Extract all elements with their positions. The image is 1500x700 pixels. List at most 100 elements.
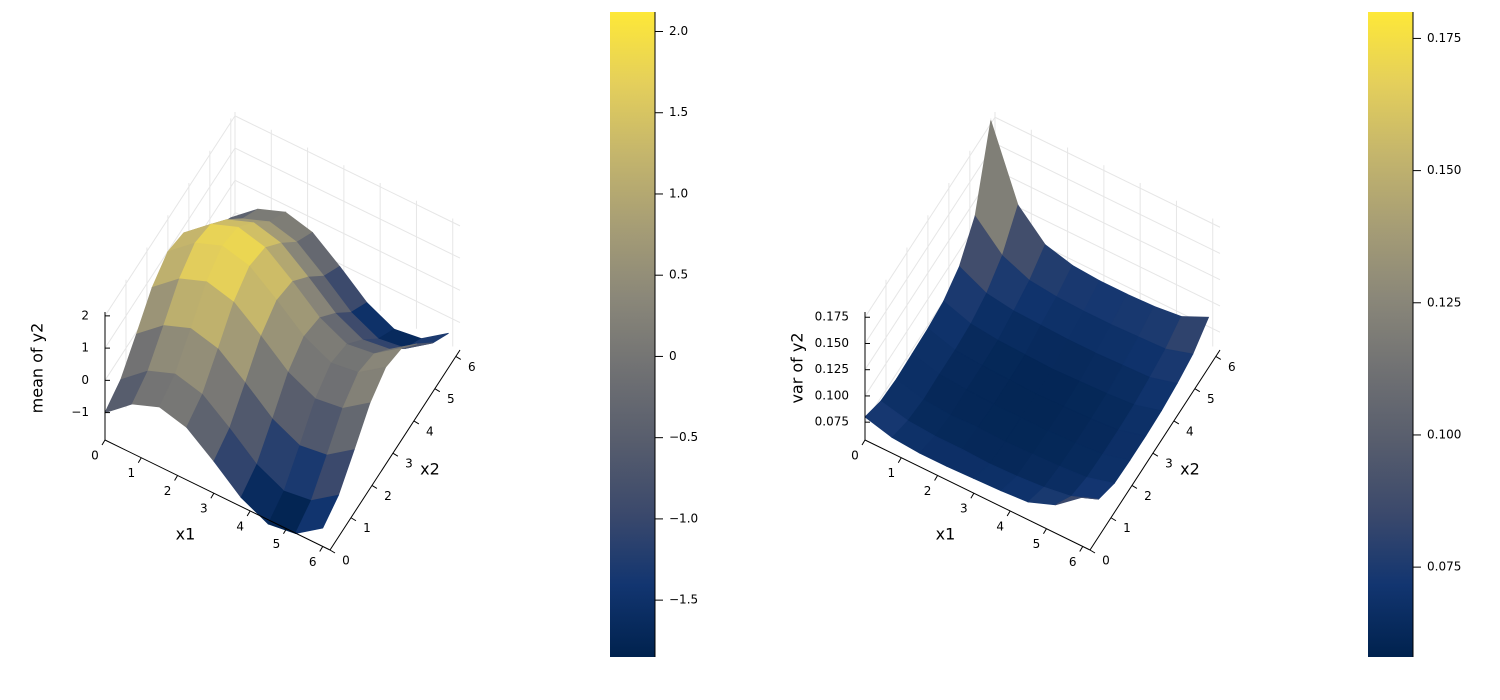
- grid-line: [994, 169, 1221, 281]
- z-tick-label: 0: [81, 373, 89, 387]
- y-tick-label: 6: [468, 360, 476, 374]
- y-tick: [1110, 517, 1117, 522]
- x-tick-label: 5: [273, 537, 281, 551]
- colorbar-tick-label: 2.0: [669, 24, 688, 38]
- y-tick: [392, 452, 399, 457]
- z-tick-label: −1: [71, 405, 89, 419]
- grid-line: [234, 115, 461, 227]
- x-tick-label: 1: [887, 466, 895, 480]
- y-tick: [1194, 388, 1201, 393]
- colorbar-tick-label: 1.0: [669, 186, 688, 200]
- y-tick-label: 4: [426, 424, 434, 438]
- x-axis-title: x1: [176, 525, 196, 544]
- y-axis: [1089, 349, 1221, 551]
- x-tick: [1006, 510, 1011, 517]
- y-tick: [1131, 485, 1138, 489]
- colorbar-tick-label: 0.150: [1427, 163, 1461, 177]
- y-tick-label: 1: [1123, 521, 1131, 535]
- x-tick-label: 0: [91, 449, 99, 463]
- x-tick-label: 1: [127, 466, 135, 480]
- y-tick: [1152, 452, 1159, 457]
- x-tick: [861, 439, 866, 446]
- x-tick-label: 2: [164, 484, 172, 498]
- x-tick: [934, 475, 939, 481]
- surface-cell: [1055, 495, 1099, 506]
- x-tick: [246, 510, 251, 517]
- x-tick-label: 6: [309, 555, 317, 569]
- y-axis-title: x2: [420, 460, 440, 479]
- colorbar-tick-label: 1.5: [669, 105, 688, 119]
- colorbar-tick-label: −1.0: [669, 511, 698, 525]
- y-tick-label: 0: [1102, 554, 1110, 568]
- x-axis: [864, 439, 1091, 551]
- x-tick: [137, 457, 142, 463]
- colorbar-tick-label: 0.100: [1427, 427, 1461, 441]
- y-axis-title: x2: [1180, 460, 1200, 479]
- x-tick-label: 4: [996, 519, 1004, 533]
- colorbar-tick-label: 0.5: [669, 268, 688, 282]
- y-tick-label: 3: [1165, 457, 1173, 471]
- z-tick-label: 2: [81, 308, 89, 322]
- z-axis-title: var of y2: [788, 332, 807, 403]
- colorbar-tick-label: 0.175: [1427, 31, 1461, 45]
- y-tick-label: 0: [342, 554, 350, 568]
- y-tick-label: 3: [405, 457, 413, 471]
- x-tick-label: 5: [1033, 537, 1041, 551]
- y-tick-label: 5: [1207, 392, 1215, 406]
- surface-cell: [294, 494, 340, 535]
- y-tick: [413, 420, 420, 425]
- colorbar: [610, 12, 655, 657]
- y-tick-label: 2: [1144, 489, 1152, 503]
- z-tick-label: 0.175: [815, 310, 849, 324]
- x-tick: [283, 528, 287, 534]
- grid-line: [994, 143, 1221, 254]
- y-tick: [329, 549, 336, 554]
- colorbar-tick-label: 0.075: [1427, 560, 1461, 574]
- colorbar-tick-label: −1.5: [669, 593, 698, 607]
- grid-line: [994, 195, 1221, 307]
- z-tick-label: 1: [81, 341, 89, 355]
- x-tick-label: 3: [200, 502, 208, 516]
- y-tick: [371, 485, 378, 489]
- y-tick: [350, 517, 357, 522]
- z-tick-label: 0.125: [815, 362, 849, 376]
- grid-line: [994, 116, 1221, 228]
- x-tick: [1079, 546, 1084, 552]
- x-axis-title: x1: [936, 525, 956, 544]
- x-tick: [101, 439, 106, 446]
- x-tick-label: 4: [236, 519, 244, 533]
- grid-line: [864, 143, 996, 344]
- z-axis-title: mean of y2: [28, 323, 47, 414]
- z-tick-label: 0.100: [815, 388, 849, 402]
- z-tick-label: 0.075: [815, 415, 849, 429]
- x-tick: [319, 546, 324, 552]
- y-tick-label: 1: [363, 521, 371, 535]
- grid-line: [104, 147, 236, 349]
- x-tick: [174, 475, 179, 481]
- grid-line: [864, 169, 996, 370]
- y-tick: [1089, 549, 1096, 554]
- x-tick-label: 3: [960, 502, 968, 516]
- colorbar-tick-label: 0.125: [1427, 295, 1461, 309]
- x-tick: [210, 492, 215, 499]
- grid-line: [234, 179, 461, 291]
- x-tick-label: 0: [851, 449, 859, 463]
- colorbar-tick-label: −0.5: [669, 430, 698, 444]
- x-tick: [970, 492, 975, 499]
- y-tick: [1173, 420, 1180, 425]
- colorbar: [1368, 12, 1413, 657]
- grid-line: [864, 116, 996, 318]
- y-tick: [455, 356, 462, 360]
- y-tick-label: 2: [384, 489, 392, 503]
- x-axis: [104, 439, 331, 551]
- x-tick: [1043, 528, 1047, 534]
- x-tick-label: 6: [1069, 555, 1077, 569]
- y-tick-label: 6: [1228, 360, 1236, 374]
- grid-line: [234, 147, 461, 259]
- y-tick-label: 5: [447, 392, 455, 406]
- y-tick: [434, 388, 441, 393]
- x-tick-label: 2: [924, 484, 932, 498]
- grid-line: [104, 115, 236, 317]
- y-tick: [1215, 356, 1222, 360]
- y-axis: [329, 349, 461, 551]
